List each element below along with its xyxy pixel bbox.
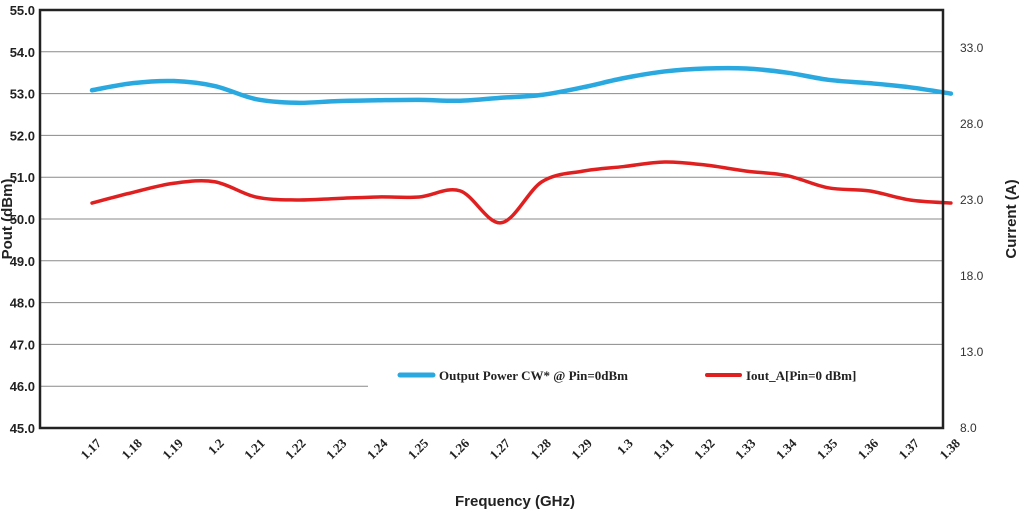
x-tick-label: 1.27	[486, 435, 513, 462]
point-output-power	[459, 99, 461, 102]
point-output-power	[377, 99, 380, 102]
point-iout	[827, 187, 829, 189]
x-tick-label: 1.3	[614, 435, 636, 457]
point-iout	[745, 170, 748, 172]
point-output-power	[418, 99, 421, 101]
x-tick-label: 1.32	[691, 436, 718, 463]
point-output-power	[132, 82, 134, 84]
x-tick-label: 1.38	[936, 435, 963, 462]
point-output-power	[295, 101, 298, 104]
right-tick-label: 18.0	[960, 269, 984, 283]
point-iout	[377, 196, 380, 198]
x-tick-label: 1.22	[282, 436, 309, 463]
x-tick-label: 1.34	[773, 435, 800, 462]
right-tick-label: 28.0	[960, 117, 984, 131]
point-iout	[213, 180, 216, 183]
x-tick-label: 1.26	[446, 435, 473, 462]
point-iout	[704, 164, 707, 166]
series-lines	[89, 65, 954, 225]
x-tick-label: 1.31	[650, 436, 677, 463]
point-output-power	[91, 89, 93, 92]
x-tick-label: 1.2	[205, 436, 227, 458]
point-iout	[132, 191, 134, 194]
left-tick-label: 50.0	[10, 212, 35, 227]
point-output-power	[213, 85, 216, 87]
left-axis-title: Pout (dBm)	[0, 179, 16, 260]
point-iout	[500, 222, 502, 224]
point-iout	[622, 165, 625, 168]
point-iout	[295, 199, 298, 201]
x-tick-label: 1.35	[814, 435, 841, 462]
point-output-power	[868, 82, 870, 84]
x-tick-label: 1.36	[855, 435, 882, 462]
plot-area-border	[38, 8, 945, 430]
left-tick-label: 45.0	[10, 421, 35, 436]
left-axis-ticks: 45.0 46.0 47.0 48.0 49.0 50.0 51.0 52.0 53.0 54.0…	[10, 3, 35, 436]
point-output-power	[827, 79, 829, 81]
x-tick-label: 1.23	[323, 435, 350, 462]
left-tick-label: 48.0	[10, 296, 35, 311]
right-tick-label: 33.0	[960, 41, 984, 55]
legend-box	[368, 352, 943, 394]
x-tick-label: 1.17	[77, 435, 104, 462]
left-tick-label: 51.0	[10, 170, 35, 185]
x-tick-label: 1.18	[118, 435, 145, 462]
left-tick-label: 46.0	[10, 379, 35, 394]
point-iout	[582, 170, 584, 172]
right-tick-label: 13.0	[960, 345, 984, 359]
point-output-power	[173, 80, 175, 82]
left-tick-label: 53.0	[10, 87, 35, 102]
left-tick-label: 52.0	[10, 128, 35, 143]
x-axis-ticks: 1.17 1.18 1.19 1.2 1.21 1.22 1.23 1.24 1.25 1.26 1…	[77, 435, 963, 462]
point-iout	[786, 174, 789, 177]
legend: Output Power CW* @ Pin=0dBm Iout_A[Pin=0…	[397, 368, 856, 383]
point-output-power	[786, 71, 789, 74]
point-output-power	[745, 67, 748, 70]
point-output-power	[336, 100, 339, 102]
point-iout	[418, 196, 421, 198]
point-output-power	[582, 86, 584, 89]
left-tick-label: 49.0	[10, 254, 35, 269]
point-output-power	[622, 77, 625, 79]
right-axis-ticks: 8.0 13.0 18.0 23.0 28.0 33.0	[960, 41, 984, 435]
point-iout	[950, 202, 952, 204]
point-output-power	[541, 94, 543, 96]
legend-label-iout: Iout_A[Pin=0 dBm]	[746, 368, 856, 383]
x-tick-label: 1.25	[405, 435, 432, 462]
left-tick-label: 55.0	[10, 3, 35, 18]
x-tick-label: 1.24	[364, 435, 391, 462]
x-tick-label: 1.21	[241, 436, 268, 463]
point-output-power	[909, 86, 911, 89]
point-iout	[541, 180, 543, 183]
series-line-output-power	[89, 65, 954, 106]
left-tick-label: 54.0	[10, 45, 35, 60]
right-tick-label: 23.0	[960, 193, 984, 207]
legend-label-output-power: Output Power CW* @ Pin=0dBm	[439, 368, 628, 383]
point-output-power	[500, 96, 502, 99]
left-tick-label: 47.0	[10, 337, 35, 352]
point-iout	[663, 161, 666, 163]
point-output-power	[663, 70, 666, 73]
point-iout	[254, 196, 257, 198]
point-iout	[91, 202, 93, 204]
point-output-power	[254, 98, 257, 100]
right-tick-label: 8.0	[960, 421, 977, 435]
x-tick-label: 1.19	[159, 435, 186, 462]
point-output-power	[704, 67, 707, 70]
point-iout	[459, 190, 461, 192]
x-tick-label: 1.33	[732, 435, 759, 462]
x-tick-label: 1.29	[568, 435, 595, 462]
x-tick-label: 1.37	[895, 435, 922, 462]
point-iout	[909, 199, 911, 201]
point-iout	[336, 197, 339, 200]
point-iout	[173, 182, 175, 185]
point-iout	[868, 190, 870, 192]
x-tick-label: 1.28	[527, 435, 554, 462]
x-axis-title: Frequency (GHz)	[455, 493, 575, 510]
series-line-iout	[90, 160, 953, 225]
point-output-power	[950, 92, 952, 95]
right-axis-title: Current (A)	[1003, 179, 1020, 258]
